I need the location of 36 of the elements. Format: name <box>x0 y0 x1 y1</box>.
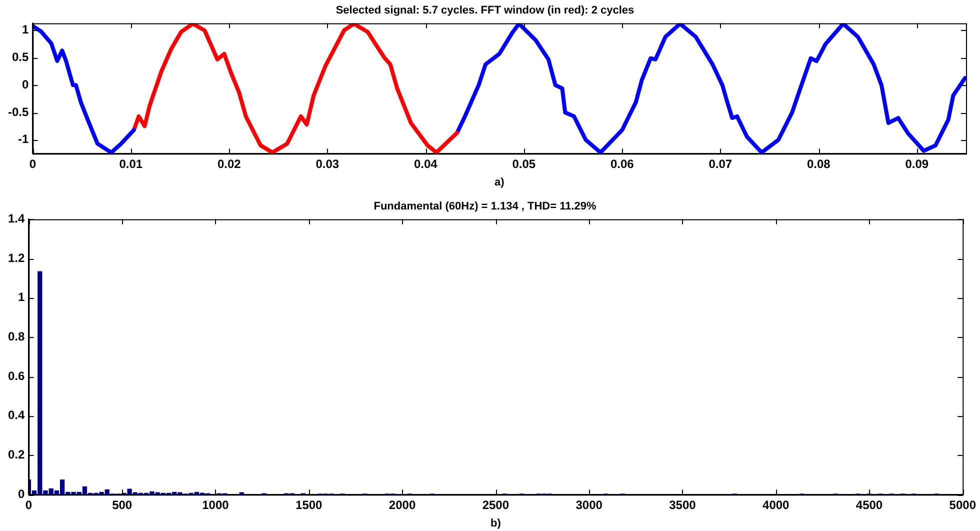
x-tick-label: 4500 <box>856 498 883 512</box>
x-tick-label: 0.03 <box>316 157 340 172</box>
y-tick-label: 1.2 <box>8 250 25 265</box>
y-tick-label: 1 <box>22 22 29 37</box>
x-tick-label: 0.05 <box>512 157 536 172</box>
y-tick-label: 1 <box>18 290 25 304</box>
x-tick-label: 0.09 <box>905 157 929 172</box>
x-tick-label: 1500 <box>296 498 323 512</box>
x-axis-title: a) <box>494 176 505 189</box>
x-tick-label: 0.06 <box>610 157 634 172</box>
y-tick-label: 1.4 <box>8 212 25 226</box>
y-tick-label: -1 <box>18 132 29 146</box>
x-tick-label: 2500 <box>482 498 510 512</box>
x-tick-label: 0.04 <box>414 157 438 172</box>
x-tick-label: 4000 <box>762 498 790 512</box>
chart-title: Fundamental (60Hz) = 1.134 , THD= 11.29% <box>374 200 596 213</box>
x-tick-label: 3000 <box>576 498 603 512</box>
y-tick-label: 0.6 <box>8 368 25 383</box>
x-axis-title: b) <box>490 518 502 530</box>
y-tick-label: 0 <box>18 486 25 501</box>
x-tick-label: 0.01 <box>119 157 143 172</box>
y-tick-label: 0.2 <box>8 448 25 462</box>
y-tick-label: 0.5 <box>12 50 29 64</box>
x-tick-label: 5000 <box>949 498 976 512</box>
y-tick-label: 0.8 <box>8 330 25 344</box>
x-tick-label: 1000 <box>202 498 230 512</box>
y-tick-label: 0.4 <box>8 408 25 422</box>
y-tick-label: 0 <box>22 77 29 92</box>
chart-title: Selected signal: 5.7 cycles. FFT window (in red): 2 cycles <box>336 4 634 17</box>
y-tick-label: -0.5 <box>8 104 29 119</box>
x-tick-label: 0.02 <box>217 157 242 172</box>
x-tick-label: 2000 <box>388 498 416 512</box>
x-tick-label: 500 <box>112 498 132 512</box>
x-tick-label: 0.07 <box>708 157 732 172</box>
x-tick-label: 0.08 <box>806 157 831 172</box>
x-tick-label: 3500 <box>669 498 696 512</box>
